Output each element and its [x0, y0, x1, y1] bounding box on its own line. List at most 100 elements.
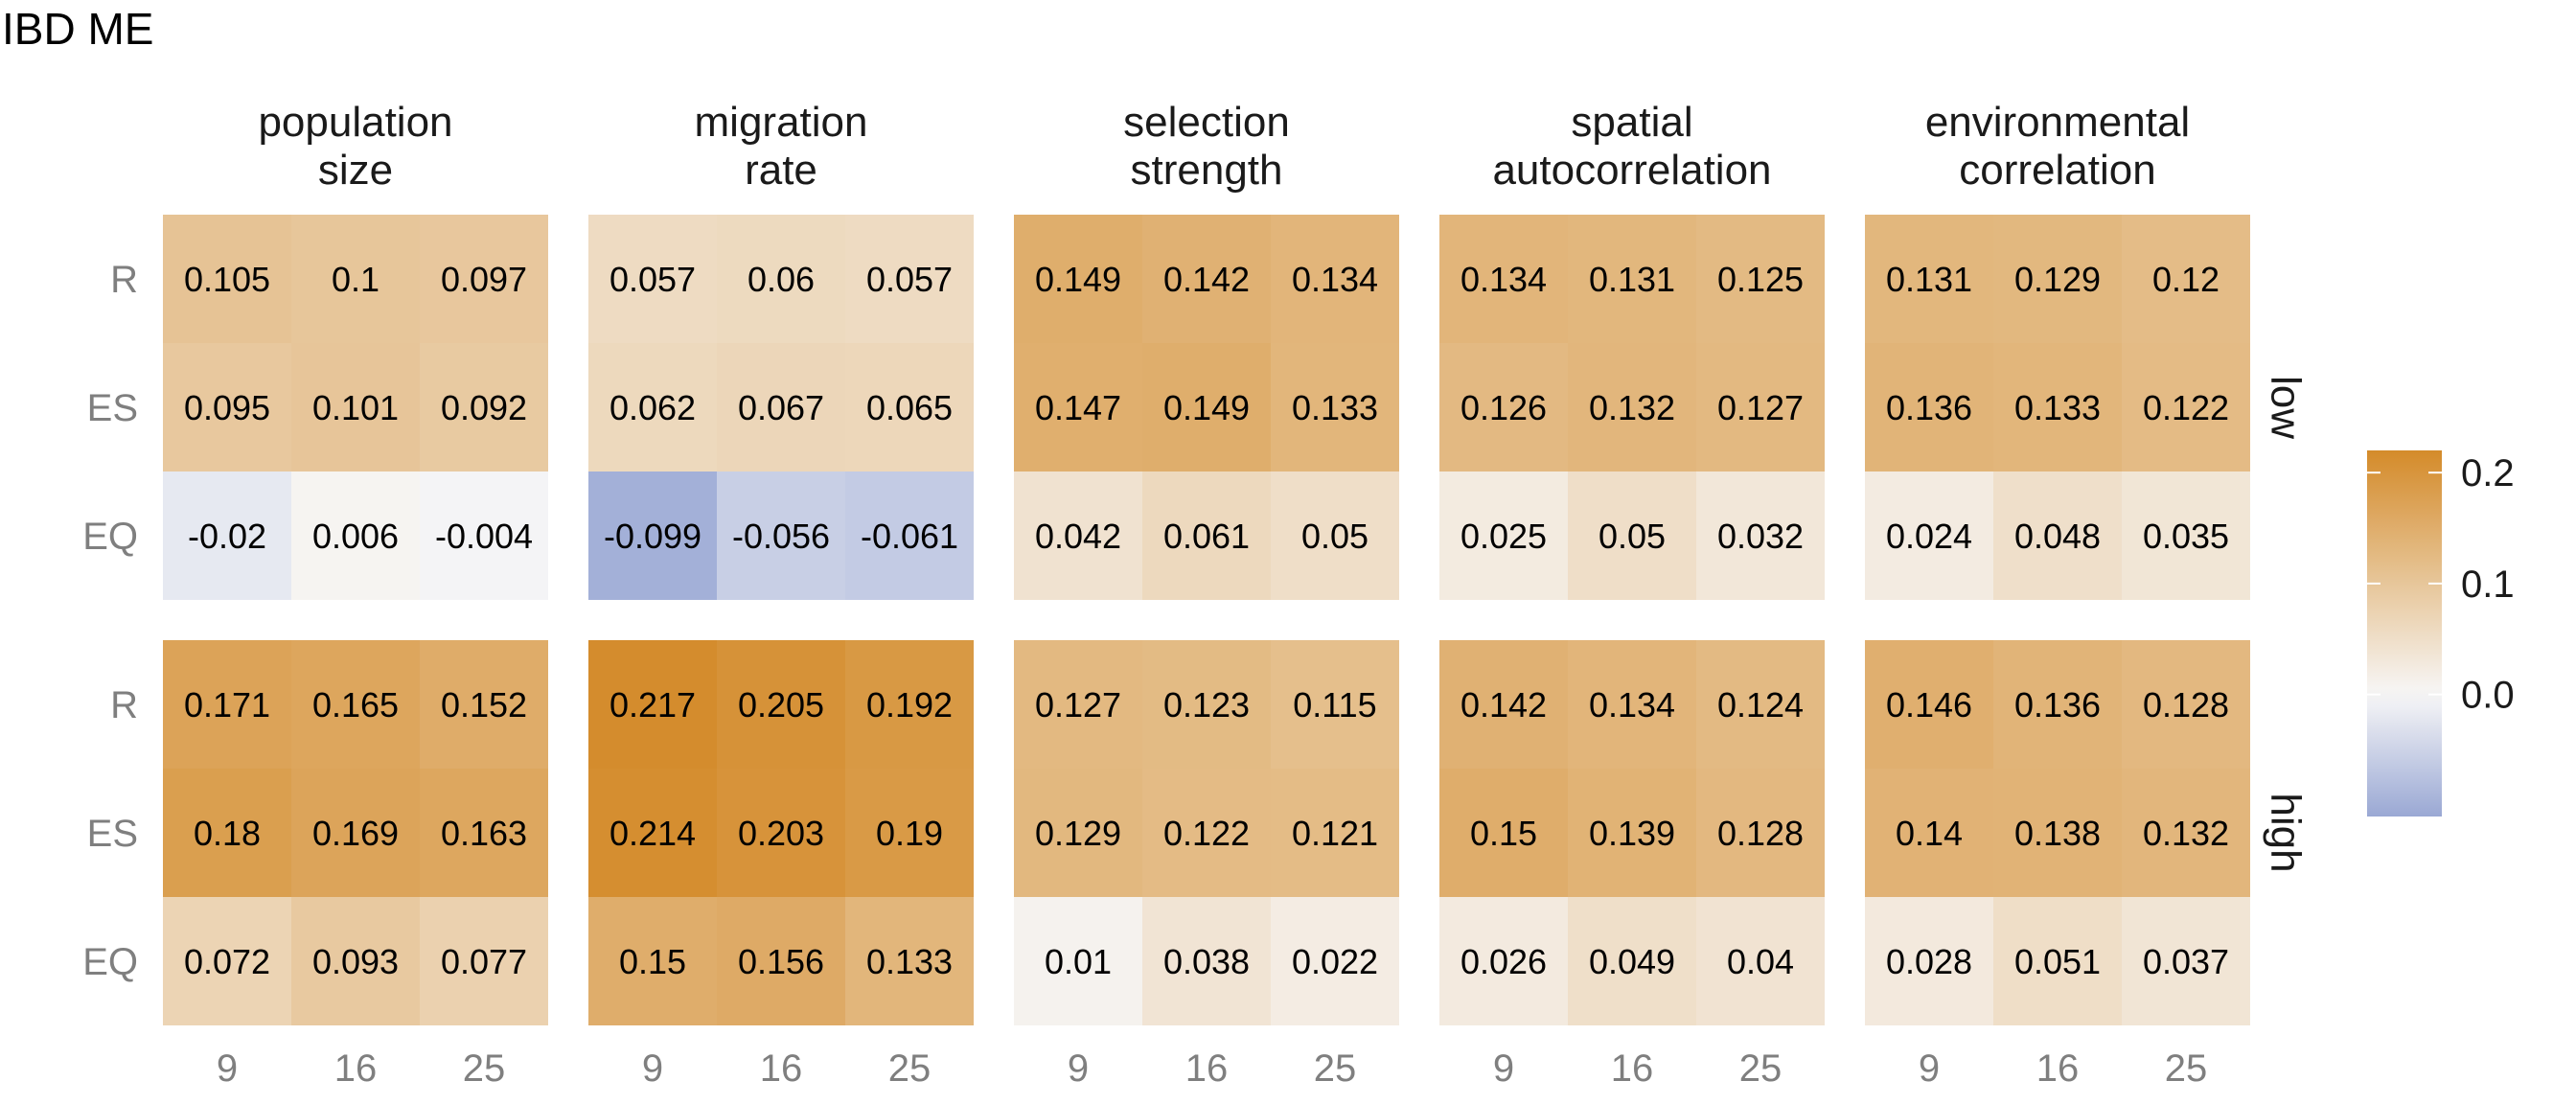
cell-value-label: 0.131 — [1886, 260, 1972, 299]
y-tick-label: EQ — [82, 941, 138, 983]
heatmap-cell — [163, 769, 291, 897]
heatmap-cell — [1142, 215, 1271, 343]
x-tick-label: 16 — [1185, 1047, 1229, 1090]
facet-label-column: environmental correlation — [1925, 99, 2190, 194]
x-tick-label: 9 — [1919, 1047, 1940, 1090]
cell-value-label: 0.171 — [184, 685, 270, 724]
heatmap-cell — [420, 343, 548, 472]
x-tick-label: 9 — [642, 1047, 663, 1090]
heatmap-cell — [1014, 769, 1142, 897]
cell-value-label: 0.028 — [1886, 942, 1972, 981]
cell-value-label: 0.134 — [1292, 260, 1378, 299]
heatmap-cell — [717, 897, 845, 1025]
heatmap-cell — [717, 472, 845, 600]
cell-value-label: 0.12 — [2152, 260, 2220, 299]
heatmap-cell — [291, 472, 420, 600]
x-tick-label: 25 — [2165, 1047, 2208, 1090]
cell-value-label: 0.156 — [738, 942, 824, 981]
legend-tick-label: 0.2 — [2461, 452, 2515, 494]
cell-value-label: 0.15 — [619, 942, 686, 981]
cell-value-label: 0.122 — [2143, 388, 2229, 427]
heatmap-cell — [291, 640, 420, 769]
heatmap-cell — [1439, 472, 1568, 600]
heatmap-cell — [163, 215, 291, 343]
cell-value-label: 0.05 — [1598, 517, 1666, 556]
cell-value-label: 0.06 — [748, 260, 815, 299]
cell-value-label: 0.067 — [738, 388, 824, 427]
cell-value-label: 0.115 — [1293, 685, 1376, 724]
y-tick-label: R — [110, 684, 138, 726]
heatmap-cell — [588, 472, 717, 600]
cell-value-label: -0.004 — [435, 517, 533, 556]
cell-value-label: 0.006 — [312, 517, 399, 556]
cell-value-label: 0.065 — [866, 388, 953, 427]
cell-value-label: 0.128 — [2143, 685, 2229, 724]
cell-value-label: 0.121 — [1292, 814, 1378, 853]
cell-value-label: 0.19 — [876, 814, 943, 853]
heatmap-cell — [1014, 472, 1142, 600]
heatmap-cell — [1271, 215, 1399, 343]
facet-label-column: migration rate — [695, 99, 868, 194]
cell-value-label: 0.092 — [441, 388, 527, 427]
x-tick-label: 9 — [1068, 1047, 1089, 1090]
cell-value-label: 0.024 — [1886, 517, 1972, 556]
heatmap-cell — [1142, 472, 1271, 600]
x-tick-label: 16 — [760, 1047, 803, 1090]
cell-value-label: 0.125 — [1717, 260, 1804, 299]
cell-value-label: 0.095 — [184, 388, 270, 427]
y-tick-label: R — [110, 259, 138, 301]
cell-value-label: 0.142 — [1460, 685, 1547, 724]
facet-label-line: autocorrelation — [1492, 147, 1771, 194]
cell-value-label: 0.133 — [866, 942, 953, 981]
facet-label-line: rate — [745, 147, 817, 194]
heatmap-cell — [291, 215, 420, 343]
cell-value-label: 0.146 — [1886, 685, 1972, 724]
cell-value-label: 0.129 — [1035, 814, 1121, 853]
heatmap-cell — [1014, 897, 1142, 1025]
cell-value-label: 0.077 — [441, 942, 527, 981]
heatmap-cell — [1865, 897, 1993, 1025]
cell-value-label: 0.026 — [1460, 942, 1547, 981]
heatmap-cell — [845, 897, 974, 1025]
heatmap-cell — [1271, 640, 1399, 769]
heatmap-cell — [845, 215, 974, 343]
cell-value-label: 0.132 — [1589, 388, 1675, 427]
heatmap-cell — [1696, 897, 1825, 1025]
heatmap-cell — [588, 640, 717, 769]
x-tick-label: 25 — [1314, 1047, 1357, 1090]
cell-value-label: 0.025 — [1460, 517, 1547, 556]
y-tick-label: EQ — [82, 516, 138, 558]
cell-value-label: 0.134 — [1460, 260, 1547, 299]
heatmap-cell — [291, 343, 420, 472]
heatmap-cell — [1568, 640, 1696, 769]
heatmap-cell — [420, 215, 548, 343]
heatmap-cell — [2122, 343, 2250, 472]
heatmap-cell — [1865, 472, 1993, 600]
heatmap-cell — [1142, 640, 1271, 769]
heatmap-cell — [1439, 897, 1568, 1025]
legend-tick-label: 0.0 — [2461, 675, 2515, 717]
cell-value-label: 0.142 — [1163, 260, 1250, 299]
heatmap-cell — [291, 897, 420, 1025]
heatmap-cell — [717, 343, 845, 472]
cell-value-label: 0.14 — [1896, 814, 1963, 853]
x-tick-label: 9 — [1493, 1047, 1514, 1090]
cell-value-label: 0.048 — [2014, 517, 2101, 556]
cell-value-label: 0.035 — [2143, 517, 2229, 556]
y-tick-label: ES — [87, 813, 138, 855]
cell-value-label: 0.037 — [2143, 942, 2229, 981]
cell-value-label: -0.056 — [732, 517, 830, 556]
cell-value-label: 0.042 — [1035, 517, 1121, 556]
heatmap-cell — [1439, 215, 1568, 343]
cell-value-label: 0.126 — [1460, 388, 1547, 427]
cell-value-label: 0.04 — [1727, 942, 1794, 981]
heatmap-cell — [1271, 897, 1399, 1025]
legend-tick-label: 0.1 — [2461, 564, 2515, 606]
heatmap-cell — [588, 769, 717, 897]
facet-label-line: size — [318, 147, 393, 194]
x-tick-label: 25 — [888, 1047, 932, 1090]
heatmap-cell — [1696, 472, 1825, 600]
heatmap-cell — [2122, 472, 2250, 600]
heatmap-cell — [1993, 472, 2122, 600]
